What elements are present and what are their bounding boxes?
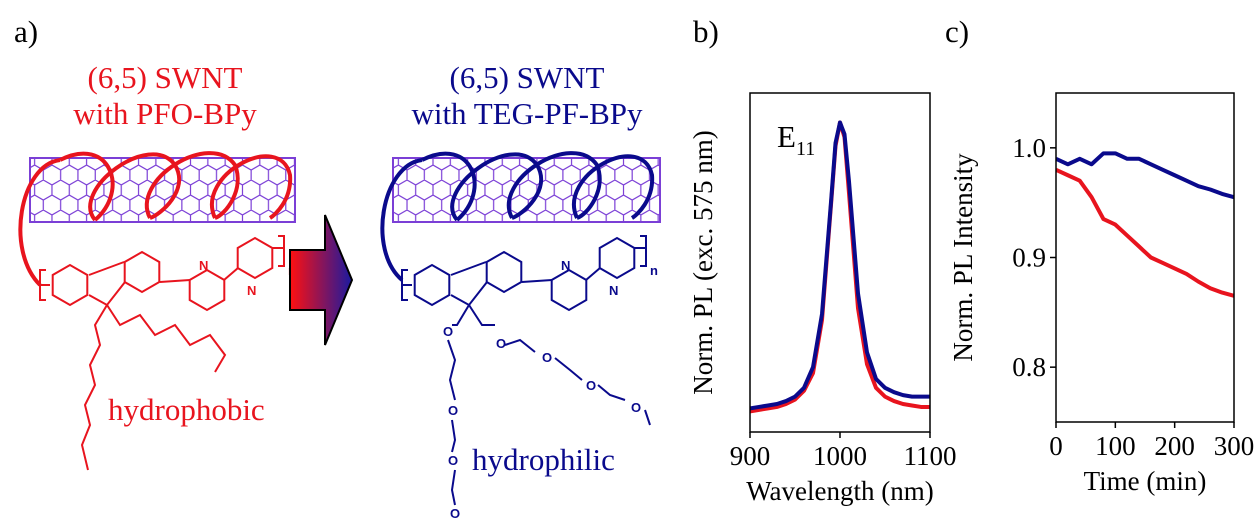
data-line [750, 120, 930, 411]
x-tick-label: 100 [1095, 431, 1136, 461]
ring [51, 263, 89, 307]
ring [485, 250, 523, 294]
ring [598, 236, 636, 280]
atom-label: O [631, 400, 641, 415]
atom-label: O [448, 403, 458, 418]
y-tick-label: 1.0 [1012, 133, 1046, 163]
arrow [289, 214, 354, 346]
repeat-label: n [650, 263, 658, 278]
x-tick-label: 1100 [904, 441, 957, 471]
diagram-title: (6,5) SWNT [88, 60, 243, 95]
panel-label: b) [693, 14, 719, 49]
ring [188, 268, 226, 312]
bond [402, 247, 646, 307]
panel-label: a) [14, 14, 38, 49]
ring [123, 250, 161, 294]
polymer-wrap [380, 151, 655, 282]
annotation-subscript: 11 [796, 138, 815, 160]
data-line [1056, 151, 1234, 200]
y-tick-label: 0.9 [1012, 243, 1046, 273]
x-tick-label: 200 [1154, 431, 1195, 461]
diagram-title: with TEG-PF-BPy [411, 96, 643, 131]
annotation: E11 [777, 119, 815, 160]
bond [40, 247, 284, 307]
atom-label: O [496, 336, 506, 351]
data-line [750, 120, 930, 414]
atom-label: O [448, 453, 458, 468]
y-tick-label: 0.8 [1012, 352, 1046, 382]
y-axis-label: Norm. PL (exc. 575 nm) [688, 130, 718, 394]
diagram-label: hydrophilic [472, 442, 615, 477]
atom-label: N [609, 283, 618, 298]
ring [550, 268, 588, 312]
atom-label: O [586, 378, 596, 393]
atom-label: O [542, 350, 552, 365]
molecule [39, 235, 285, 471]
ring [236, 236, 274, 280]
atom-label: O [450, 506, 460, 521]
atom-label: N [247, 283, 256, 298]
plot-frame [1055, 92, 1235, 423]
diagram-title: with PFO-BPy [73, 96, 257, 131]
x-axis-label: Wavelength (nm) [746, 476, 934, 506]
data-line [1056, 167, 1234, 298]
y-axis-label: Norm. PL Intensity [948, 153, 978, 362]
x-axis-label: Time (min) [1084, 466, 1207, 496]
molecule [401, 235, 651, 506]
panel-label: c) [945, 14, 969, 49]
nanotube [392, 157, 661, 223]
ring [413, 263, 451, 307]
x-tick-label: 900 [730, 441, 771, 471]
annotation-text: E [777, 119, 796, 154]
x-tick-label: 1000 [813, 441, 867, 471]
atom-label: O [443, 324, 453, 339]
x-tick-label: 0 [1049, 431, 1063, 461]
x-tick-label: 300 [1214, 431, 1255, 461]
atom-label: N [199, 258, 208, 273]
diagram-label: hydrophobic [108, 392, 265, 427]
atom-label: N [561, 258, 570, 273]
polymer-wrap [18, 151, 293, 287]
diagram-title: (6,5) SWNT [450, 60, 605, 95]
